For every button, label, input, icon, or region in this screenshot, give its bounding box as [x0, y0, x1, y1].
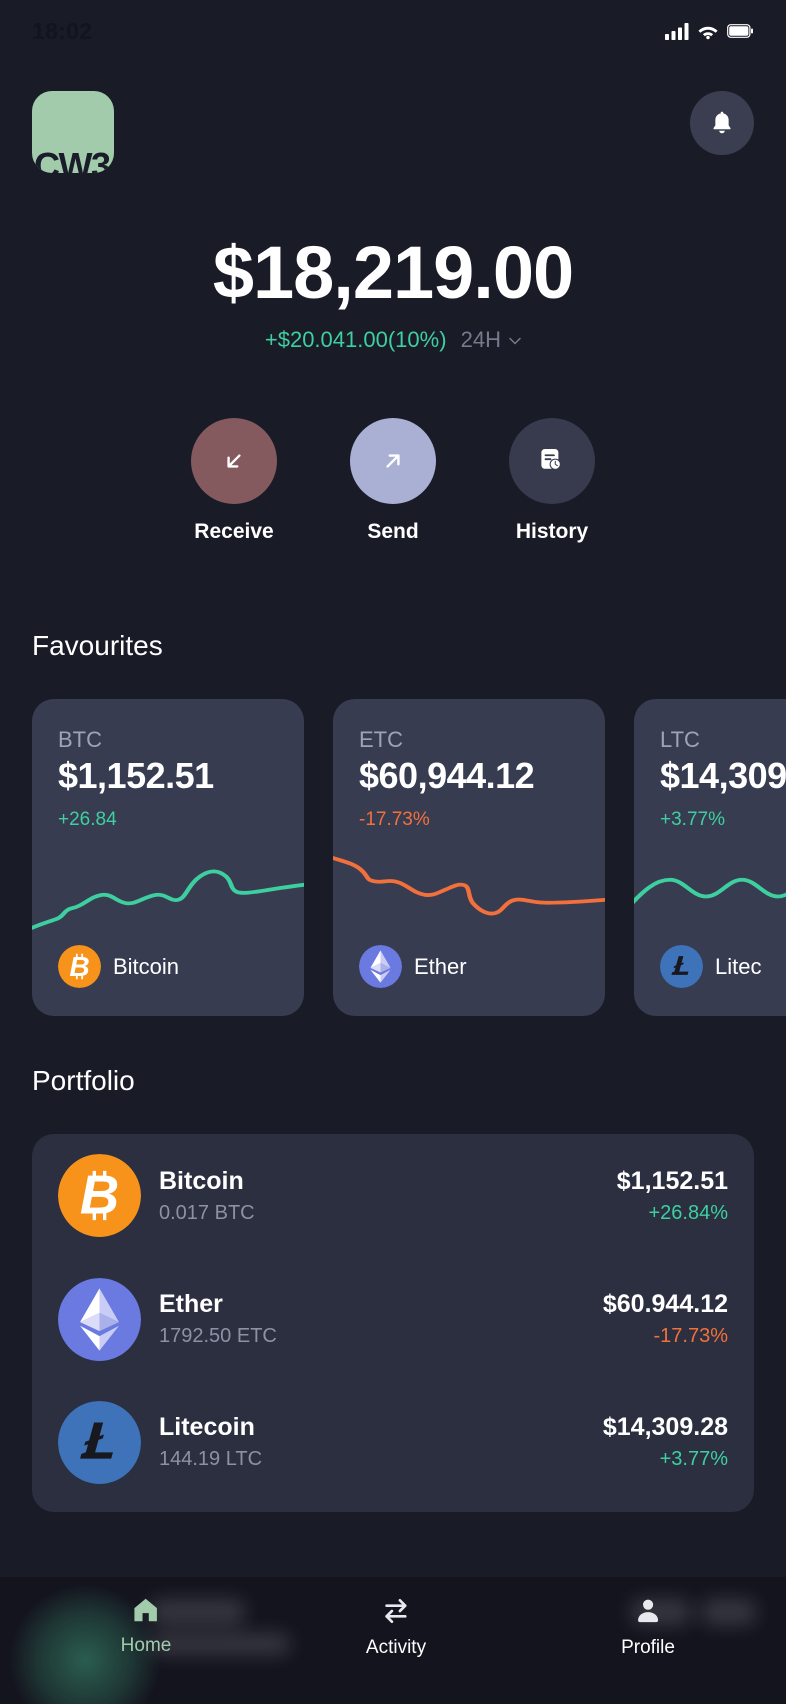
svg-text:B: B — [80, 1165, 119, 1226]
svg-text:B: B — [69, 950, 89, 982]
